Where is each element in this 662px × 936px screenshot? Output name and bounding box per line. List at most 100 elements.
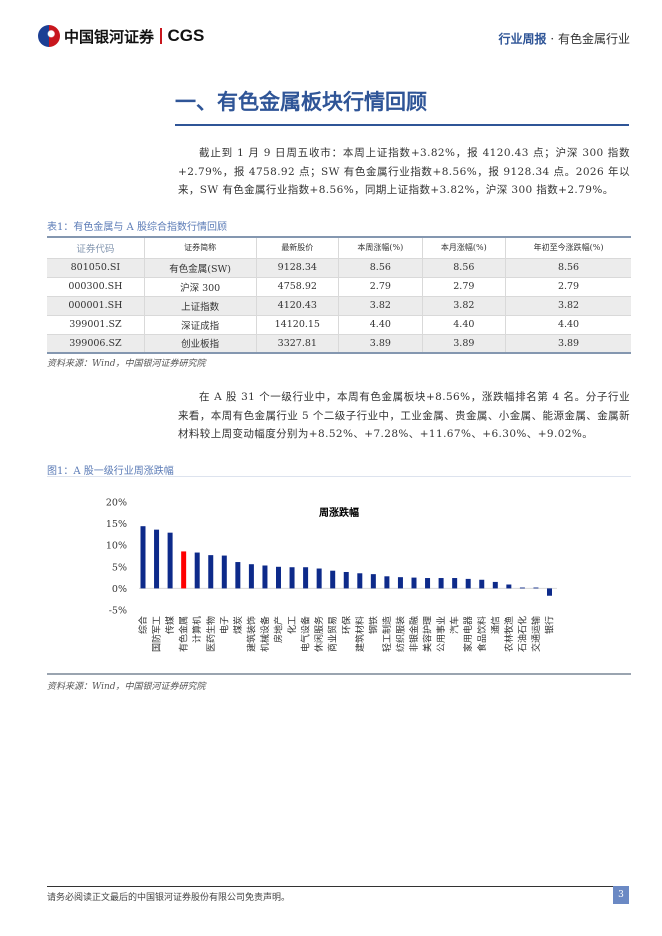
- table-cell: 4.40: [338, 314, 423, 334]
- table-cell: 3.89: [422, 333, 507, 354]
- bar: [343, 571, 349, 589]
- bar: [519, 587, 525, 589]
- table-row: 399006.SZ 创业板指 3327.81 3.89 3.89 3.89: [47, 333, 631, 354]
- table-cell: 14120.15: [256, 314, 340, 334]
- table-cell: 2.79: [505, 276, 631, 296]
- table-cell: 9128.34: [256, 257, 340, 277]
- table-cell: 801050.SI: [47, 257, 145, 277]
- col-header: 年初至今涨跌幅(%): [505, 236, 631, 258]
- bar: [506, 584, 512, 589]
- col-header: 证券简称: [144, 236, 257, 258]
- table-cell: 8.56: [338, 257, 423, 277]
- table-cell: 2.79: [338, 276, 423, 296]
- col-header: 最新股价: [256, 236, 340, 258]
- bar: [384, 576, 390, 589]
- x-tick-label: 石油石化: [516, 616, 528, 652]
- chart-title: 周涨跌幅: [319, 506, 359, 519]
- bar: [208, 555, 214, 589]
- x-tick-label: 建筑装饰: [245, 616, 257, 652]
- y-tick-label: 15%: [106, 519, 127, 530]
- x-tick-label: 电气设备: [300, 616, 312, 652]
- logo-cn: 中国银河证券: [64, 27, 155, 46]
- table-row: 000300.SH 沪深 300 4758.92 2.79 2.79 2.79: [47, 276, 631, 296]
- col-header: 证券代码: [47, 236, 145, 258]
- x-tick-label: 房地产: [273, 616, 285, 643]
- x-tick-label: 煤炭: [232, 616, 244, 634]
- x-tick-label: 交通运输: [530, 616, 542, 652]
- table-cell: 4.40: [505, 314, 631, 334]
- x-tick-label: 国防军工: [151, 616, 163, 652]
- market-summary-paragraph: 截止到 1 月 9 日周五收市：本周上证指数+3.82%，报 4120.43 点…: [178, 147, 630, 196]
- y-tick-label: 20%: [106, 498, 127, 509]
- bar: [425, 578, 431, 589]
- bar: [465, 578, 471, 589]
- figure-divider-top: [47, 476, 631, 477]
- x-tick-label: 医药生物: [205, 616, 217, 652]
- bar: [533, 587, 539, 589]
- table-cell: 3327.81: [256, 333, 340, 354]
- x-tick-label: 综合: [137, 616, 149, 634]
- industry-ranking-paragraph: 在 A 股 31 个一级行业中，本周有色金属板块+8.56%，涨跌幅排名第 4 …: [178, 391, 630, 440]
- table-row: 801050.SI 有色金属(SW) 9128.34 8.56 8.56 8.56: [47, 257, 631, 277]
- table-source: 资料来源：Wind，中国银河证券研究院: [47, 359, 206, 369]
- index-review-table: 证券代码 证券简称 最新股价 本周涨幅(%) 本月涨幅(%) 年初至今涨跌幅(%…: [47, 236, 631, 354]
- bar: [303, 567, 309, 589]
- table-cell: 4120.43: [256, 295, 340, 315]
- table-cell: 深证成指: [144, 314, 257, 334]
- x-tick-label: 轻工制造: [381, 616, 393, 652]
- bar: [452, 578, 458, 589]
- bar: [140, 526, 146, 589]
- bar: [411, 577, 417, 589]
- x-tick-label: 机械设备: [259, 616, 271, 652]
- x-tick-label: 钢铁: [367, 616, 379, 634]
- table-cell: 有色金属(SW): [144, 257, 257, 277]
- col-header: 本月涨幅(%): [422, 236, 507, 258]
- weekly-change-bar-chart: 20%15%10%5%0%-5%周涨跌幅综合 国防军工 传媒 有色金属 计算机 医药生物电…: [106, 498, 557, 652]
- y-tick-label: 10%: [106, 541, 127, 552]
- table-header-row: 证券代码 证券简称 最新股价 本周涨幅(%) 本月涨幅(%) 年初至今涨跌幅(%…: [47, 236, 631, 258]
- table-row: 000001.SH 上证指数 4120.43 3.82 3.82 3.82: [47, 295, 631, 315]
- report-type: 行业周报: [498, 32, 547, 46]
- table-cell: 3.82: [505, 295, 631, 315]
- page-number: 3: [613, 886, 629, 904]
- bar: [479, 579, 485, 589]
- x-tick-label: 建筑材料: [354, 616, 366, 652]
- bar: [194, 552, 200, 589]
- logo-en: CGS: [167, 26, 205, 45]
- x-tick-label: 通信: [489, 616, 501, 634]
- bar: [221, 555, 227, 589]
- report-header: 行业周报 · 有色金属行业: [499, 30, 630, 47]
- x-tick-label: 化工: [286, 616, 298, 634]
- figure-caption: 图1：A 股一级行业周涨跌幅: [47, 466, 174, 477]
- x-tick-label: 有色金属: [178, 616, 190, 652]
- report-industry: 有色金属行业: [557, 32, 630, 46]
- bar: [262, 565, 268, 589]
- x-tick-label: 传媒: [164, 616, 176, 634]
- y-tick-label: -5%: [109, 606, 127, 617]
- bar: [276, 566, 281, 589]
- section-title: 一、有色金属板块行情回顾: [175, 89, 427, 114]
- bar: [397, 577, 403, 589]
- logo-emblem-icon: [38, 25, 60, 47]
- header-separator: ·: [546, 32, 558, 46]
- bar: [492, 581, 498, 589]
- x-tick-label: 纺织服装: [394, 616, 406, 652]
- col-header: 本周涨幅(%): [338, 236, 423, 258]
- table-row: 399001.SZ 深证成指 14120.15 4.40 4.40 4.40: [47, 314, 631, 334]
- table-cell: 000001.SH: [47, 295, 145, 315]
- bar: [547, 588, 552, 596]
- bar: [248, 564, 254, 589]
- x-tick-label: 休闲服务: [313, 616, 325, 652]
- table-cell: 8.56: [505, 257, 631, 277]
- x-tick-label: 美容护理: [422, 616, 434, 652]
- x-tick-label: 银行: [544, 616, 556, 634]
- logo-divider: [160, 28, 162, 44]
- table-cell: 3.89: [338, 333, 423, 354]
- company-logo: 中国银河证券 CGS: [38, 25, 204, 47]
- x-tick-label: 家用电器: [462, 616, 474, 652]
- table-cell: 2.79: [422, 276, 507, 296]
- footer-disclaimer: 请务必阅读正文最后的中国银河证券股份有限公司免责声明。: [47, 893, 291, 903]
- figure-divider-bottom: [47, 673, 631, 675]
- x-tick-label: 汽车: [449, 616, 461, 634]
- table-cell: 3.89: [505, 333, 631, 354]
